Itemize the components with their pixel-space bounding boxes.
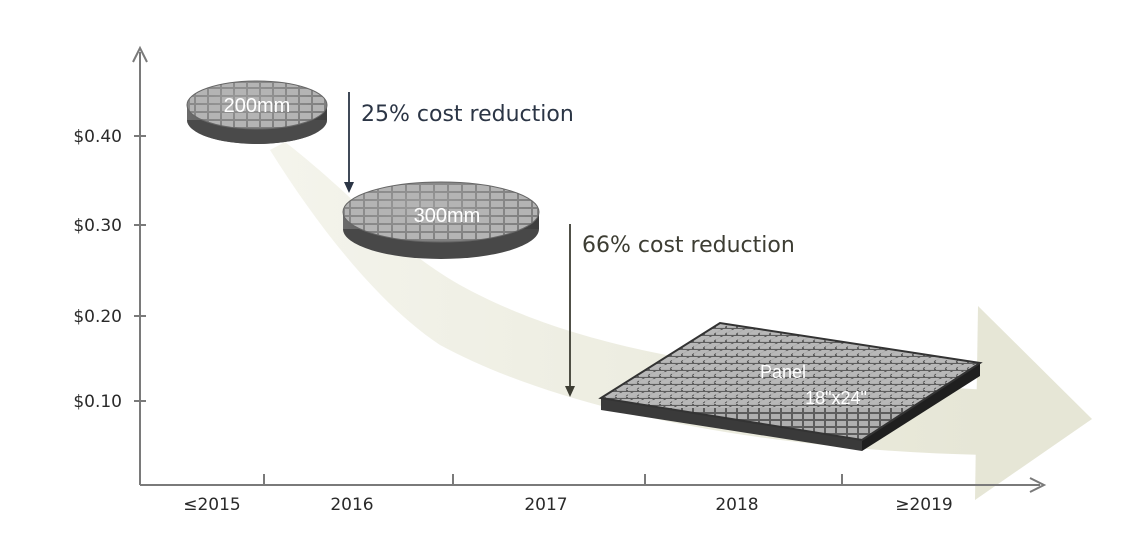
y-tick-marks: [134, 135, 146, 402]
y-tick-label: $0.10: [73, 392, 122, 412]
y-axis: [132, 45, 148, 485]
annotation-66-percent: 66% cost reduction: [582, 233, 795, 258]
x-tick-label: 2018: [715, 495, 758, 515]
x-axis: [140, 477, 1047, 493]
wafer-300mm-label: 300mm: [414, 205, 481, 227]
annotation-25-percent: 25% cost reduction: [361, 102, 574, 127]
x-tick-label: 2017: [524, 495, 567, 515]
x-tick-marks: [263, 474, 843, 486]
panel-label: Panel: [760, 362, 806, 382]
wafer-200mm-label: 200mm: [224, 95, 291, 117]
x-tick-label: 2016: [330, 495, 373, 515]
x-tick-label: ≥2019: [895, 495, 953, 515]
y-tick-label: $0.40: [73, 127, 122, 147]
x-tick-label: ≤2015: [183, 495, 241, 515]
reduction-arrow-1: [344, 92, 354, 193]
y-tick-label: $0.20: [73, 307, 122, 327]
y-tick-label: $0.30: [73, 216, 122, 236]
panel-size-label: 18"x24": [805, 388, 867, 408]
wafer-300mm: 300mm: [342, 181, 540, 259]
reduction-arrow-2: [565, 224, 575, 397]
wafer-200mm: 200mm: [186, 80, 328, 144]
panel-18x24: Panel 18"x24": [598, 321, 983, 451]
